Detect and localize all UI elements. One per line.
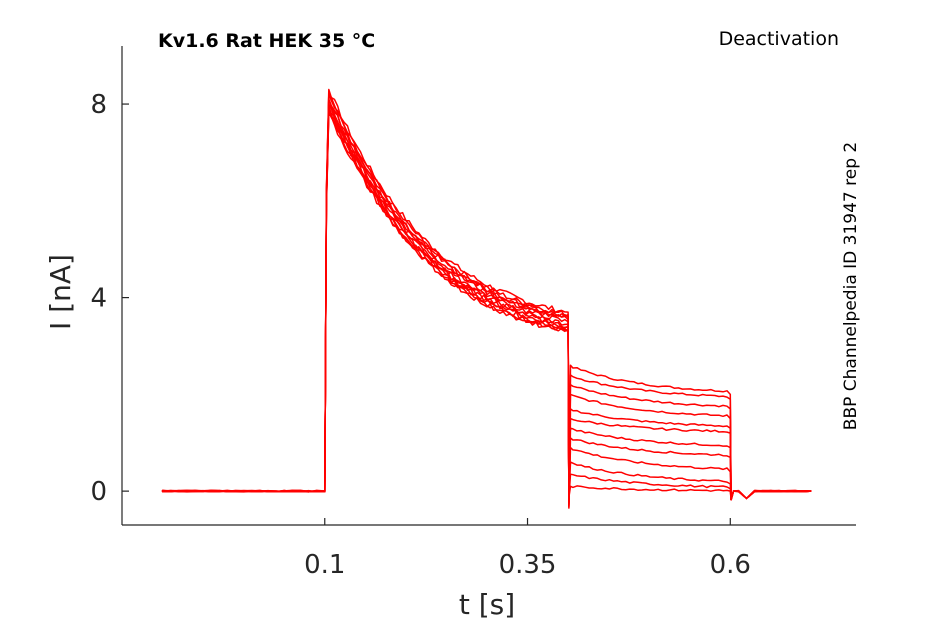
current-trace-5 bbox=[161, 98, 812, 505]
y-tick-label: 0 bbox=[90, 477, 107, 507]
current-trace-4 bbox=[161, 98, 812, 506]
protocol-label: Deactivation bbox=[719, 28, 839, 50]
y-tick-label: 8 bbox=[90, 90, 107, 120]
current-trace-6 bbox=[161, 103, 812, 504]
y-ticks: 0 4 8 bbox=[90, 90, 129, 507]
current-trace-2 bbox=[161, 93, 812, 508]
current-trace-9 bbox=[161, 108, 812, 502]
y-tick-label: 4 bbox=[90, 284, 107, 314]
x-axis-label: t [s] bbox=[459, 588, 515, 621]
current-trace-8 bbox=[161, 105, 812, 503]
x-tick-label: 0.1 bbox=[304, 550, 345, 580]
current-trace-7 bbox=[161, 103, 812, 504]
x-tick-label: 0.35 bbox=[499, 550, 557, 580]
current-trace-10 bbox=[161, 108, 812, 501]
source-label: BBP Channelpedia ID 31947 rep 2 bbox=[841, 142, 861, 430]
y-axis-label: I [nA] bbox=[44, 254, 77, 330]
x-ticks: 0.1 0.35 0.6 bbox=[304, 518, 751, 580]
chart-title: Kv1.6 Rat HEK 35 °C bbox=[158, 30, 375, 52]
current-traces bbox=[161, 88, 812, 509]
x-tick-label: 0.6 bbox=[710, 550, 751, 580]
current-trace-1 bbox=[162, 88, 812, 509]
current-trace-12 bbox=[161, 112, 812, 501]
